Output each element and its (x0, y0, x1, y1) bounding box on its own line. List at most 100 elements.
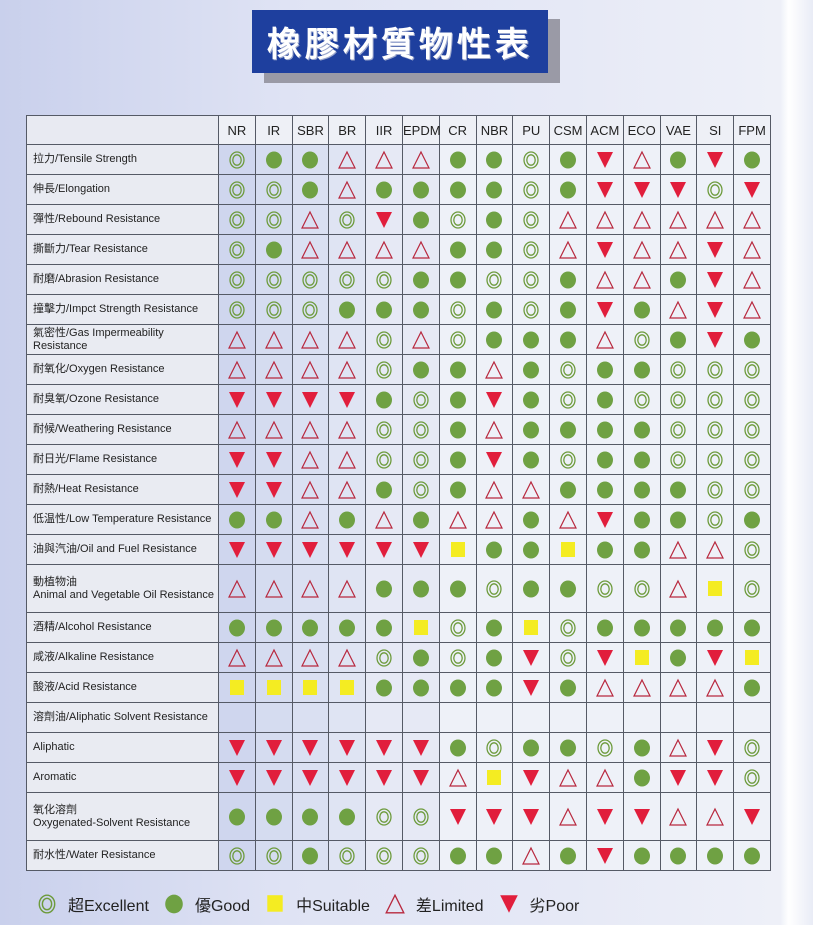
poor-rating-icon (523, 649, 540, 666)
good-rating-icon (560, 151, 577, 168)
rating-cell-acm (585, 234, 624, 265)
rating-cell-nbr (475, 672, 514, 703)
suitable-rating-icon (708, 580, 723, 596)
rating-cell-fpm (733, 642, 771, 673)
poor-rating-icon (633, 181, 650, 198)
rating-cell-csm (549, 294, 587, 325)
row-label: 動植物油 Animal and Vegetable Oil Resistance (26, 564, 219, 613)
good-rating-icon (376, 580, 393, 597)
rating-cell-iir (365, 354, 403, 385)
poor-rating-icon (707, 331, 724, 348)
rating-cell-nr (218, 840, 256, 871)
rating-cell-cr (438, 504, 477, 535)
limited-rating-icon (632, 270, 651, 289)
excellent-rating-icon (376, 450, 392, 469)
good-rating-icon (744, 151, 761, 168)
rating-cell-fpm (733, 384, 771, 415)
rating-cell-br (328, 264, 367, 295)
rating-cell-sbr (291, 762, 330, 793)
rating-cell-br (328, 204, 367, 235)
row-label-text: 拉力/Tensile Strength (33, 153, 137, 165)
legend-item-excellent: 超Excellent (36, 892, 149, 916)
rating-cell-br (328, 294, 367, 325)
table-row: 酒精/Alcohol Resistance (26, 612, 771, 643)
rating-cell-csm (549, 174, 587, 205)
limited-rating-icon (338, 180, 357, 199)
rating-cell-sbr (291, 840, 330, 871)
rating-cell-iir (365, 264, 403, 295)
limited-rating-icon (301, 360, 320, 379)
suitable-rating-icon (229, 679, 244, 695)
rating-cell-si (696, 414, 735, 445)
good-rating-icon (486, 847, 503, 864)
poor-rating-icon (596, 151, 613, 168)
rating-cell-epdm (401, 294, 440, 325)
rating-cell-vae (659, 612, 698, 643)
rating-cell-iir (365, 762, 403, 793)
rating-cell-cr (438, 612, 477, 643)
excellent-rating-icon (450, 618, 466, 637)
rating-cell-vae (659, 384, 698, 415)
rating-cell-br (328, 840, 367, 871)
good-rating-icon (376, 181, 393, 198)
excellent-rating-icon (266, 180, 282, 199)
suitable-rating-icon (266, 679, 281, 695)
rating-cell-iir (365, 234, 403, 265)
rating-cell-csm (549, 792, 587, 841)
rating-cell-cr (438, 414, 477, 445)
rating-cell-pu (512, 534, 551, 565)
rating-cell-nr (218, 474, 256, 505)
poor-rating-icon (339, 739, 356, 756)
poor-rating-icon (449, 808, 466, 825)
limited-rating-icon (595, 270, 614, 289)
rating-cell-epdm (401, 732, 440, 763)
rating-cell-pu (512, 324, 551, 355)
rating-cell-csm (549, 384, 587, 415)
rating-cell-pu (512, 762, 551, 793)
limited-rating-icon (411, 330, 430, 349)
rating-cell-acm (585, 384, 624, 415)
poor-rating-icon (376, 739, 393, 756)
row-label-text: 耐日光/Flame Resistance (33, 453, 158, 465)
rating-cell-acm (585, 672, 624, 703)
rating-cell-sbr (291, 732, 330, 763)
excellent-rating-icon (413, 450, 429, 469)
rating-cell-acm (585, 792, 624, 841)
good-rating-icon (449, 151, 466, 168)
rating-cell-si (696, 564, 735, 613)
excellent-rating-icon (744, 450, 760, 469)
table-row: 耐日光/Flame Resistance (26, 444, 771, 475)
rating-cell-vae (659, 414, 698, 445)
rating-cell-cr (438, 234, 477, 265)
good-rating-icon (596, 421, 613, 438)
rating-cell-cr (438, 294, 477, 325)
rating-cell-csm (549, 144, 587, 175)
rating-cell-si (696, 534, 735, 565)
good-rating-icon (670, 331, 687, 348)
suitable-rating-icon (745, 649, 760, 665)
good-rating-icon (302, 181, 319, 198)
rating-cell-iir (365, 672, 403, 703)
good-rating-icon (486, 541, 503, 558)
good-rating-icon (339, 511, 356, 528)
rating-cell-nbr (475, 444, 514, 475)
rating-cell-fpm (733, 354, 771, 385)
rating-cell-nr (218, 234, 256, 265)
rating-cell-epdm (401, 672, 440, 703)
poor-rating-icon (302, 541, 319, 558)
good-rating-icon (486, 301, 503, 318)
limited-rating-icon (522, 846, 541, 865)
excellent-rating-icon (486, 579, 503, 598)
limited-rating-icon (375, 240, 394, 259)
rating-cell-eco (622, 294, 661, 325)
rating-cell-fpm (733, 234, 771, 265)
poor-rating-icon (265, 541, 282, 558)
rating-cell-eco (622, 762, 661, 793)
table-row: 氧化溶劑 Oxygenated-Solvent Resistance (26, 792, 771, 841)
limited-rating-icon (706, 807, 725, 826)
excellent-rating-icon (670, 360, 687, 379)
rating-cell-iir (365, 840, 403, 871)
rating-cell-epdm (401, 144, 440, 175)
table-row: 氣密性/Gas Impermeability Resistance (26, 324, 771, 355)
rating-cell-ir (254, 384, 293, 415)
